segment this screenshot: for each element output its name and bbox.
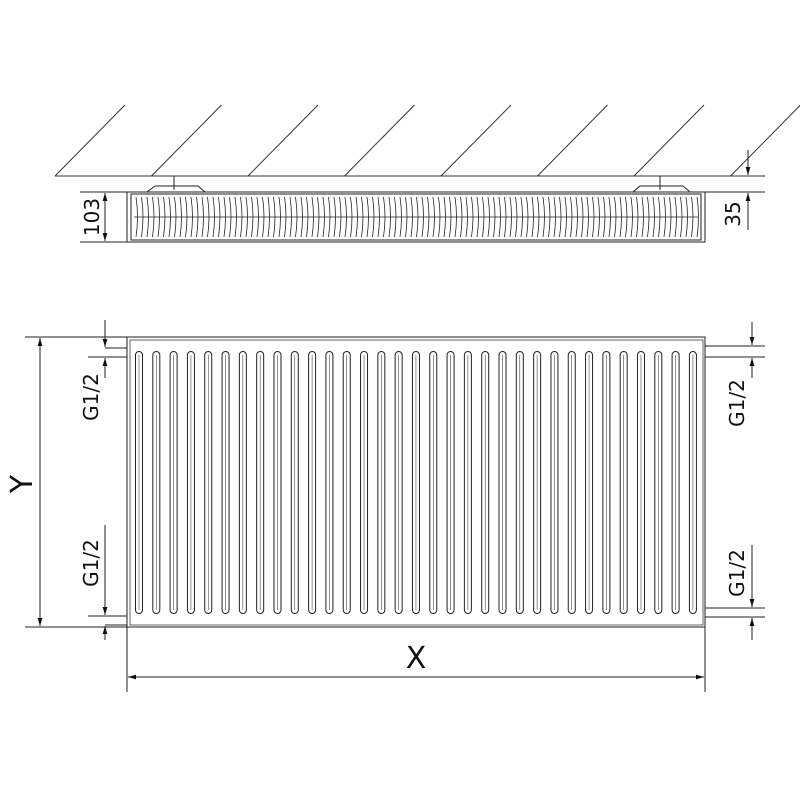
radiator-fin [567, 351, 576, 614]
hatch-line [537, 104, 608, 177]
connection-label-top-right: G1/2 [725, 379, 749, 427]
radiator-fin [221, 351, 230, 614]
connection-label-bottom-left: G1/2 [79, 539, 103, 587]
radiator-fin [342, 351, 351, 614]
radiator-fin [308, 351, 317, 614]
convector-fin [696, 196, 699, 238]
radiator-fin [135, 351, 143, 614]
radiator-fin [411, 351, 420, 614]
radiator-fin [481, 351, 490, 614]
radiator-fin [325, 351, 334, 614]
radiator-fin [602, 351, 611, 614]
hatch-line [440, 104, 512, 177]
wall-gap-dimension [705, 150, 765, 230]
radiator-fin [429, 351, 438, 614]
depth-dimension [80, 191, 127, 243]
radiator-fin [515, 351, 524, 614]
radiator-fin [360, 351, 369, 614]
wall-hatching [54, 104, 800, 177]
radiator-fin [290, 351, 299, 614]
radiator-fin [533, 351, 542, 614]
connection-label-top-left: G1/2 [79, 373, 103, 421]
radiator-fin [550, 351, 559, 614]
radiator-fin [654, 351, 663, 614]
radiator-fin [377, 351, 386, 614]
radiator-fin [238, 351, 247, 614]
hatch-line [633, 104, 705, 177]
radiator-fin [186, 351, 195, 614]
radiator-fin [169, 351, 178, 614]
radiator-fin [152, 351, 161, 614]
height-label: Y [5, 474, 40, 494]
radiator-fins [135, 351, 697, 614]
hatch-line [151, 104, 222, 177]
radiator-fin [273, 351, 282, 614]
width-label: X [406, 641, 427, 676]
hatch-line [247, 104, 319, 177]
radiator-top-view [126, 176, 706, 243]
radiator-fin [585, 351, 594, 614]
hatch-line [344, 104, 415, 177]
wall-gap-label: 35 [721, 201, 745, 226]
radiator-fin [498, 351, 507, 614]
radiator-fin [446, 351, 455, 614]
depth-label: 103 [80, 198, 104, 236]
radiator-fin [394, 351, 403, 614]
radiator-fin [688, 351, 697, 614]
hatch-line [54, 104, 126, 177]
radiator-fin [256, 351, 265, 614]
radiator-fin [671, 351, 680, 614]
radiator-fin [204, 351, 213, 614]
connection-label-bottom-right: G1/2 [725, 549, 749, 597]
hatch-line [730, 104, 800, 177]
radiator-front-view [25, 320, 765, 692]
radiator-fin [619, 351, 628, 614]
radiator-fin [463, 351, 472, 614]
radiator-fin [636, 351, 645, 614]
